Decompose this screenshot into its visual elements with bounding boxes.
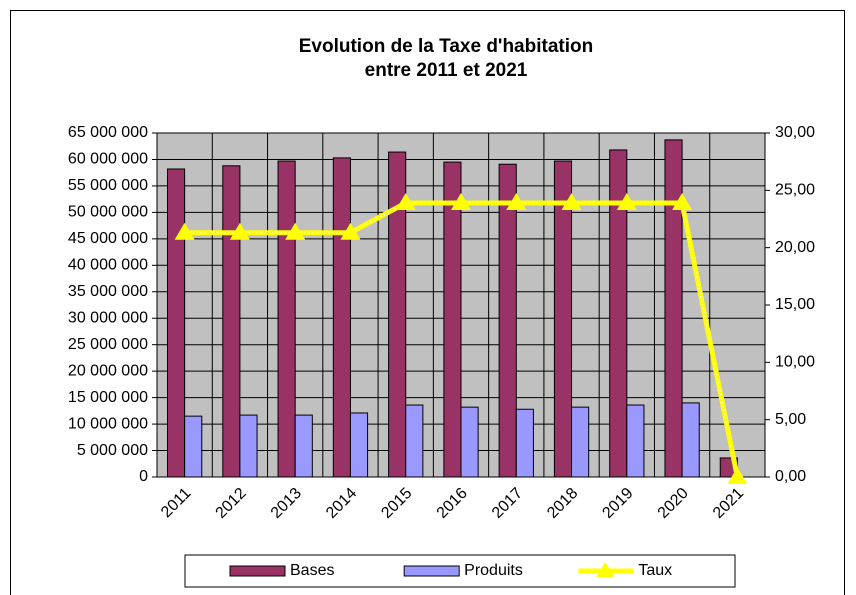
y-tick-label: 10 000 000 — [68, 415, 148, 432]
y-tick-label: 40 000 000 — [68, 257, 148, 274]
legend-label: Bases — [290, 562, 334, 579]
y-tick-label: 30 000 000 — [68, 309, 148, 326]
bar — [626, 404, 645, 478]
bar — [681, 402, 700, 478]
bar — [571, 406, 590, 478]
bar — [460, 406, 479, 478]
legend-swatch-marker — [596, 562, 615, 577]
y2-tick-label: 20,00 — [775, 239, 815, 256]
legend-swatch — [403, 565, 460, 577]
bar — [167, 168, 186, 478]
line-pattern — [184, 202, 739, 478]
bar — [553, 160, 573, 478]
bar — [405, 404, 424, 478]
bar — [294, 414, 313, 478]
bar — [184, 415, 203, 478]
bar — [388, 151, 407, 478]
y-tick-label: 25 000 000 — [68, 336, 148, 353]
legend-label: Taux — [638, 562, 672, 579]
line-marker — [561, 192, 582, 210]
y2-tick-label: 5,00 — [775, 411, 806, 428]
bar — [349, 412, 369, 478]
bar — [664, 139, 683, 478]
y-tick-label: 55 000 000 — [68, 177, 148, 194]
line-marker — [229, 222, 250, 240]
y-tick-label: 50 000 000 — [68, 204, 148, 221]
line-marker — [616, 192, 637, 210]
bar — [222, 165, 241, 478]
y2-tick-label: 15,00 — [775, 296, 815, 313]
bar — [515, 408, 534, 478]
bar — [443, 161, 462, 478]
y-tick-label: 45 000 000 — [68, 230, 148, 247]
legend-label: Produits — [464, 562, 523, 579]
line-marker — [672, 192, 693, 210]
bar — [239, 414, 258, 478]
y2-tick-label: 0,00 — [775, 468, 806, 485]
bar — [332, 157, 351, 478]
y-tick-label: 15 000 000 — [68, 389, 148, 406]
y-tick-label: 35 000 000 — [68, 283, 148, 300]
bar — [498, 163, 517, 478]
line-marker — [285, 222, 306, 240]
y-tick-label: 60 000 000 — [68, 151, 148, 168]
bar — [277, 160, 296, 478]
y-tick-label: 20 000 000 — [68, 362, 148, 379]
line-marker — [174, 222, 195, 240]
bar — [609, 149, 628, 478]
line-marker — [727, 467, 748, 484]
line-marker — [506, 192, 527, 210]
line-marker — [340, 222, 361, 240]
line-marker — [451, 192, 471, 210]
chart-title: Evolution de la Taxe d'habitation — [299, 36, 593, 57]
y-tick-label: 5 000 000 — [77, 442, 148, 459]
line-marker — [395, 192, 416, 210]
y2-tick-label: 25,00 — [775, 182, 815, 199]
y2-tick-label: 10,00 — [775, 354, 815, 371]
y-tick-label: 0 — [139, 468, 148, 485]
legend-swatch — [229, 565, 286, 577]
y2-tick-label: 30,00 — [775, 124, 815, 141]
y-tick-label: 65 000 000 — [68, 124, 148, 141]
chart-title: entre 2011 et 2021 — [365, 60, 528, 81]
